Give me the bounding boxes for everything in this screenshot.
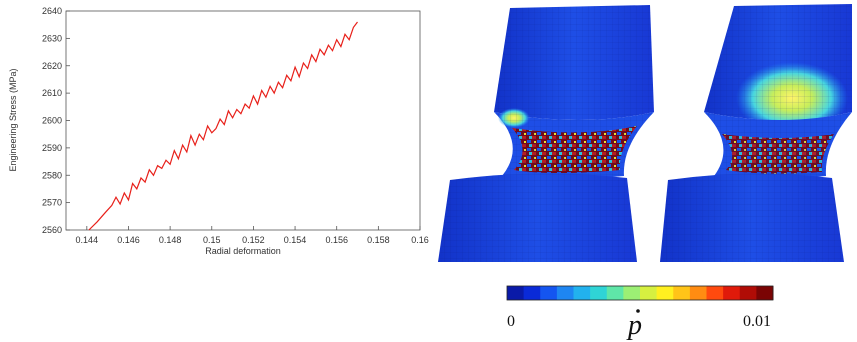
x-tick-label: 0.156: [325, 235, 348, 245]
plot-frame: [65, 10, 421, 231]
colorbar: 0 p 0.01: [506, 285, 774, 341]
colorbar-cell: [590, 286, 608, 300]
colorbar-frame: [506, 285, 774, 301]
x-tick-label: 0.146: [117, 235, 140, 245]
y-axis-title: Engineering Stress (MPa): [8, 68, 18, 171]
colorbar-symbol-dot: [636, 309, 640, 313]
x-tick-label: 0.144: [76, 235, 99, 245]
colorbar-cell: [706, 286, 724, 300]
y-tick-label: 2640: [42, 6, 62, 16]
x-axis-ticks: 0.144 0.146 0.148 0.15 0.152 0.154 0.156 0.158 0…: [76, 226, 429, 245]
colorbar-cell: [556, 286, 574, 300]
y-tick-label: 2590: [42, 143, 62, 153]
colorbar-cell: [640, 286, 658, 300]
x-tick-label: 0.158: [367, 235, 390, 245]
colorbar-cell: [523, 286, 541, 300]
y-tick-label: 2610: [42, 88, 62, 98]
colorbar-cell: [689, 286, 707, 300]
x-tick-label: 0.154: [284, 235, 307, 245]
colorbar-cell: [723, 286, 741, 300]
colorbar-cell: [623, 286, 641, 300]
x-tick-label: 0.15: [203, 235, 221, 245]
colorbar-cell: [739, 286, 757, 300]
specimen-right: [660, 4, 852, 262]
x-axis-title: Radial deformation: [205, 246, 281, 256]
colorbar-symbol: p: [626, 310, 642, 341]
stress-deformation-chart: 0.144 0.146 0.148 0.15 0.152 0.154 0.156 0.158 0…: [8, 6, 429, 256]
y-tick-label: 2630: [42, 33, 62, 43]
colorbar-cell: [507, 286, 525, 300]
colorbar-cell: [606, 286, 624, 300]
stress-curve: [88, 21, 358, 231]
x-tick-label: 0.16: [411, 235, 429, 245]
y-tick-label: 2570: [42, 198, 62, 208]
colorbar-cell: [756, 286, 774, 300]
y-tick-label: 2560: [42, 225, 62, 235]
y-tick-label: 2620: [42, 61, 62, 71]
colorbar-cell: [573, 286, 591, 300]
colorbar-cell: [656, 286, 674, 300]
x-tick-label: 0.152: [242, 235, 265, 245]
y-axis-ticks: 2560 2570 2580 2590 2600 2610 2620 2630 2640: [42, 6, 70, 235]
colorbar-min-label: 0: [507, 313, 515, 330]
simulation-contour-images: [438, 4, 852, 262]
colorbar-cell: [540, 286, 558, 300]
specimen-left: [438, 5, 654, 262]
colorbar-max-label: 0.01: [743, 313, 771, 330]
x-tick-label: 0.148: [159, 235, 182, 245]
y-tick-label: 2600: [42, 116, 62, 126]
colorbar-cell: [673, 286, 691, 300]
colorbar-gradient: [506, 285, 774, 301]
y-tick-label: 2580: [42, 170, 62, 180]
